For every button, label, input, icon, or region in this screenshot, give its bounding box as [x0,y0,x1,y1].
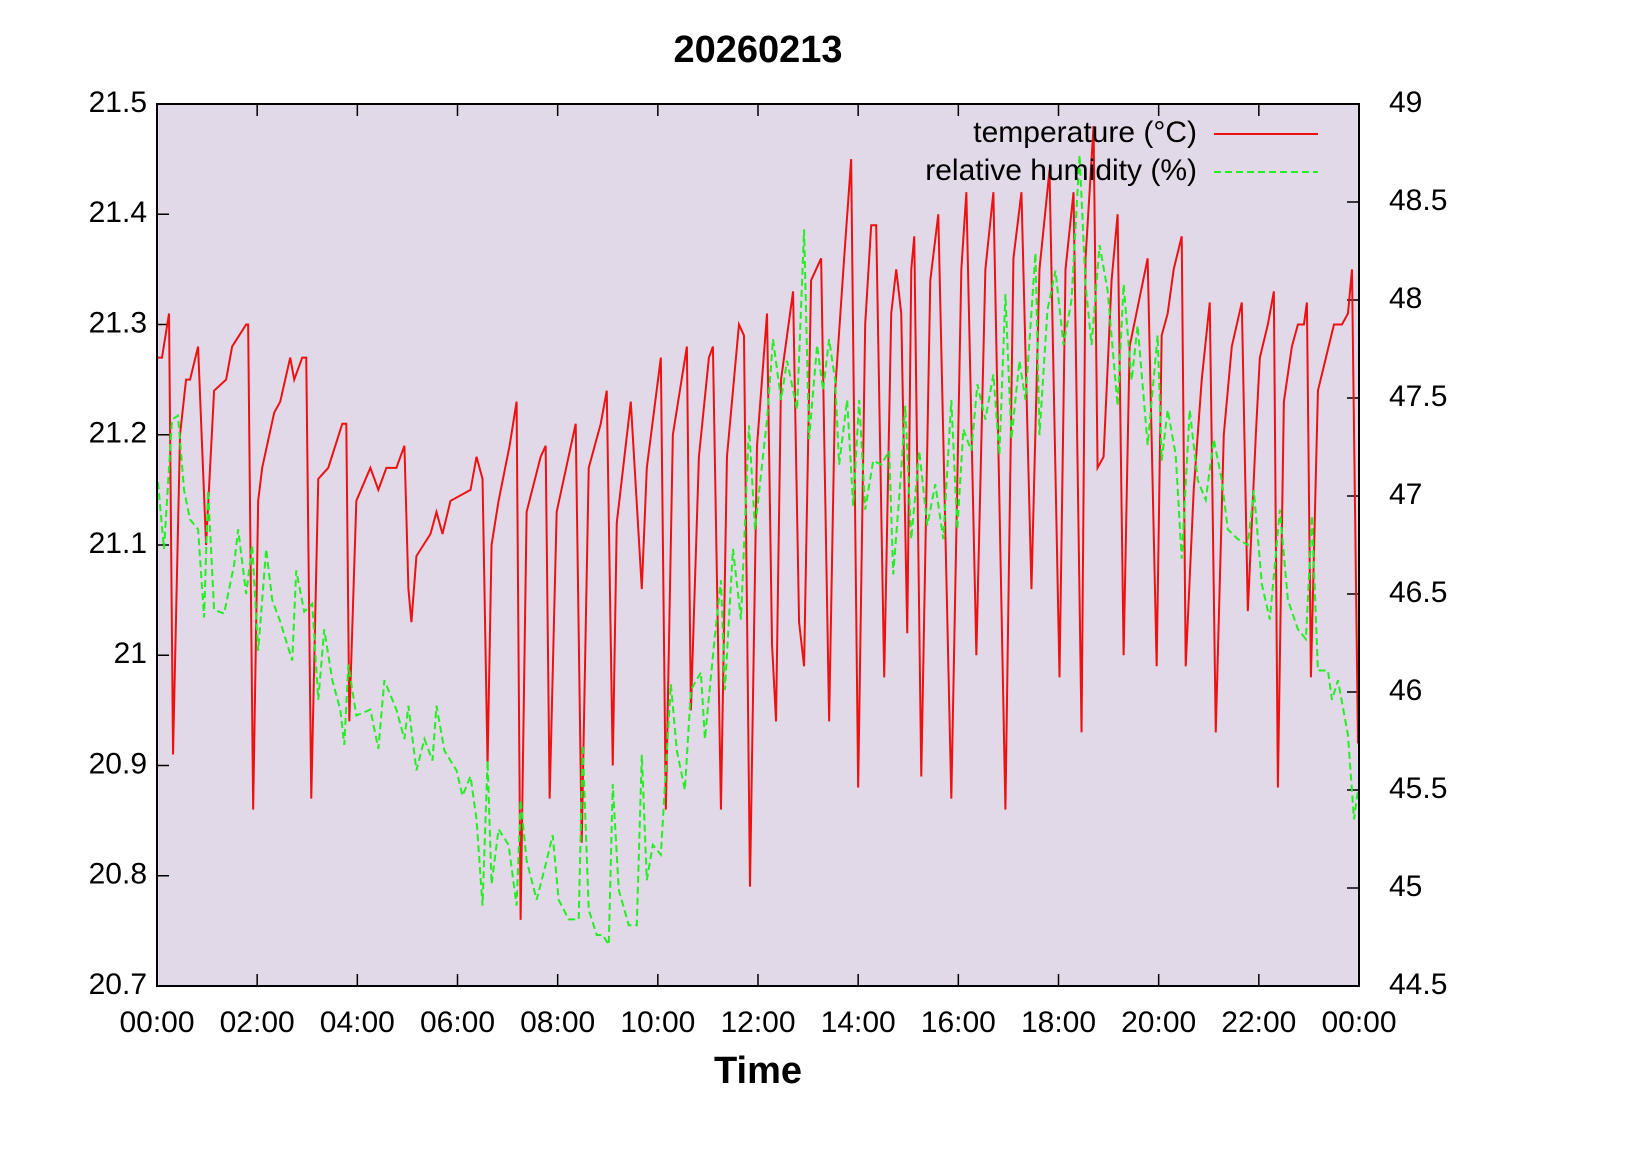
y-tick-label: 21 [114,637,147,670]
plot-background [157,104,1359,986]
x-tick-label: 00:00 [1321,1006,1396,1039]
series-line [157,154,1359,949]
x-tick-label: 00:00 [119,1006,194,1039]
y2-tick-label: 45 [1389,870,1422,903]
y2-tick-label: 48.5 [1389,184,1447,217]
y-tick-label: 20.7 [89,968,147,1001]
x-tick-label: 10:00 [620,1006,695,1039]
y-tick-label: 20.9 [89,747,147,780]
y-tick-label: 21.1 [89,527,147,560]
y-tick-label: 20.8 [89,858,147,891]
y2-tick-label: 48 [1389,282,1422,315]
x-tick-label: 22:00 [1221,1006,1296,1039]
legend-label: temperature (°C) [973,116,1197,149]
y-tick-label: 21.5 [89,86,147,119]
x-tick-label: 02:00 [220,1006,295,1039]
x-tick-label: 04:00 [320,1006,395,1039]
x-tick-label: 12:00 [720,1006,795,1039]
y-tick-label: 21.4 [89,196,147,229]
y2-tick-label: 46.5 [1389,576,1447,609]
y2-tick-label: 46 [1389,674,1422,707]
x-tick-label: 14:00 [821,1006,896,1039]
y2-tick-label: 47.5 [1389,380,1447,413]
x-tick-label: 20:00 [1121,1006,1196,1039]
y-tick-label: 21.2 [89,417,147,450]
x-tick-label: 06:00 [420,1006,495,1039]
legend-label: relative humidity (%) [925,154,1197,187]
x-axis-label: Time [714,1050,802,1092]
x-tick-label: 18:00 [1021,1006,1096,1039]
y2-tick-label: 47 [1389,478,1422,511]
y2-tick-label: 44.5 [1389,968,1447,1001]
y2-tick-label: 45.5 [1389,772,1447,805]
chart-title: 20260213 [673,29,842,71]
series-line [158,125,1359,920]
x-tick-label: 08:00 [520,1006,595,1039]
y2-tick-label: 49 [1389,86,1422,119]
y-tick-label: 21.3 [89,306,147,339]
plot-frame [156,103,1360,987]
x-tick-label: 16:00 [921,1006,996,1039]
